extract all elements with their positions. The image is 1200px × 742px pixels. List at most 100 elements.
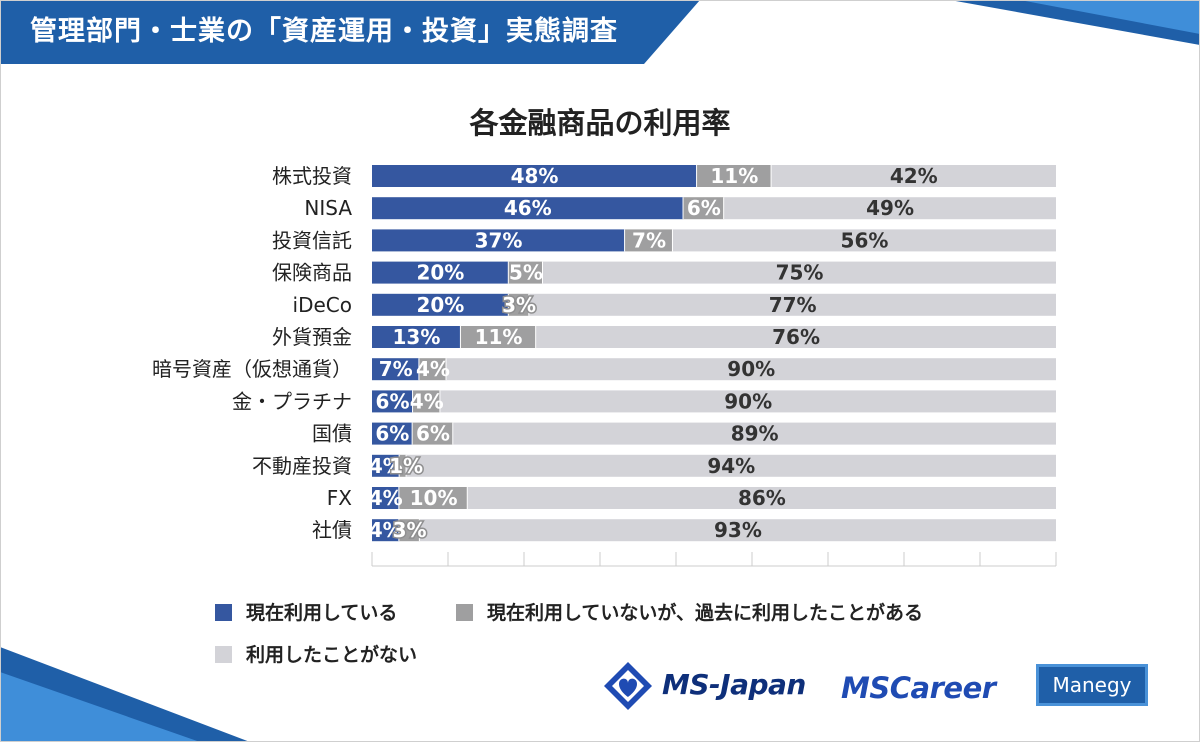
- bar-segment: [372, 293, 509, 316]
- bar-segment: [372, 454, 400, 477]
- data-label: 86%: [738, 486, 786, 510]
- bar-segment: [625, 229, 673, 252]
- data-label: 6%: [375, 422, 409, 446]
- bar-segment: [440, 390, 1056, 413]
- data-label: 89%: [731, 422, 779, 446]
- bar-segment: [372, 358, 420, 381]
- data-label: 42%: [890, 164, 938, 188]
- data-label: 4%: [369, 518, 403, 542]
- bar-segment: [372, 261, 509, 284]
- category-label: 投資信託: [272, 228, 352, 252]
- legend-item-past: 現在利用していないが、過去に利用したことがある: [456, 598, 923, 625]
- data-label: 3%: [393, 518, 427, 542]
- data-label: 75%: [776, 261, 824, 285]
- bar-segment: [399, 487, 468, 509]
- data-label: 10%: [410, 486, 458, 510]
- ms-japan-logo: MS-Japan: [602, 660, 822, 710]
- manegy-logo: Manegy: [1036, 664, 1148, 706]
- bar-segment: [724, 197, 1056, 220]
- data-label: 1%: [389, 454, 423, 478]
- category-label: 不動産投資: [252, 454, 352, 478]
- legend-swatch: [215, 646, 232, 663]
- category-label: 金・プラチナ: [232, 389, 352, 413]
- bar-segment: [543, 261, 1056, 284]
- data-label: 5%: [509, 261, 543, 285]
- legend-swatch: [456, 604, 473, 621]
- bar-segment: [467, 487, 1056, 509]
- data-label: 4%: [416, 357, 450, 381]
- data-label: 4%: [410, 389, 444, 413]
- ms-japan-emblem-icon: [604, 662, 652, 710]
- data-label: 20%: [416, 261, 464, 285]
- bar-segment: [672, 229, 1056, 252]
- bar-segment: [412, 422, 454, 445]
- bar-segment: [372, 390, 414, 413]
- category-label: iDeCo: [293, 293, 352, 317]
- category-label: 外貨預金: [272, 325, 352, 349]
- data-label: 49%: [866, 196, 914, 220]
- category-label: 暗号資産（仮想通貨）: [152, 357, 352, 381]
- data-label: 94%: [707, 454, 755, 478]
- bar-segment: [372, 326, 461, 348]
- category-label: 株式投資: [272, 164, 352, 188]
- ms-career-logo: MSCareer: [841, 671, 996, 705]
- bar-segment: [372, 487, 400, 509]
- category-label: FX: [327, 486, 353, 510]
- data-label: 4%: [369, 486, 403, 510]
- data-label: 90%: [724, 389, 772, 413]
- bar-segment: [372, 422, 413, 445]
- bar-segment: [406, 454, 1057, 477]
- data-label: 77%: [769, 293, 817, 317]
- bar-segment: [372, 165, 698, 187]
- bar-segment: [372, 519, 400, 542]
- data-label: 11%: [475, 325, 523, 349]
- bar-segment: [419, 358, 447, 381]
- data-label: 6%: [376, 389, 410, 413]
- bar-segment: [372, 197, 684, 220]
- bar-segment: [683, 197, 725, 220]
- legend-label: 利用したことがない: [246, 644, 418, 666]
- data-label: 13%: [393, 325, 441, 349]
- bar-segment: [399, 519, 420, 542]
- bar-segment: [529, 293, 1056, 316]
- header-band: [0, 0, 700, 64]
- data-label: 7%: [632, 228, 666, 252]
- data-label: 37%: [475, 228, 523, 252]
- data-label: 6%: [687, 196, 721, 220]
- category-label: 国債: [312, 422, 352, 446]
- bar-segment: [508, 293, 530, 316]
- category-label: NISA: [304, 196, 352, 220]
- bar-segment: [453, 422, 1056, 445]
- bar-segment: [536, 326, 1056, 348]
- bar-segment: [446, 358, 1056, 381]
- legend-swatch: [215, 604, 232, 621]
- bar-segment: [508, 261, 543, 284]
- legend-item-current: 現在利用している: [215, 598, 397, 625]
- data-label: 4%: [369, 454, 403, 478]
- data-label: 46%: [504, 196, 552, 220]
- bar-segment: [372, 229, 626, 252]
- bar-segment: [419, 519, 1056, 542]
- bar-segment: [399, 454, 407, 477]
- data-label: 7%: [379, 357, 413, 381]
- category-label: 社債: [312, 518, 352, 542]
- data-label: 20%: [416, 293, 464, 317]
- legend-label: 現在利用していないが、過去に利用したことがある: [487, 602, 924, 624]
- data-label: 90%: [727, 357, 775, 381]
- legend-label: 現在利用している: [246, 602, 398, 624]
- category-label: 保険商品: [272, 261, 352, 285]
- bar-segment: [697, 165, 772, 187]
- data-label: 93%: [714, 518, 762, 542]
- chart-title: 各金融商品の利用率: [469, 106, 731, 140]
- bar-segment: [413, 390, 441, 413]
- data-label: 48%: [511, 164, 559, 188]
- survey-title: 管理部門・士業の「資産運用・投資」実態調査: [30, 16, 618, 47]
- legend-item-never: 利用したことがない: [215, 640, 417, 667]
- data-label: 6%: [416, 422, 450, 446]
- data-label: 11%: [710, 164, 758, 188]
- data-label: 3%: [502, 293, 536, 317]
- bar-segment: [460, 326, 537, 348]
- bar-segment: [771, 165, 1056, 187]
- ms-japan-wordmark: MS-Japan: [662, 668, 806, 701]
